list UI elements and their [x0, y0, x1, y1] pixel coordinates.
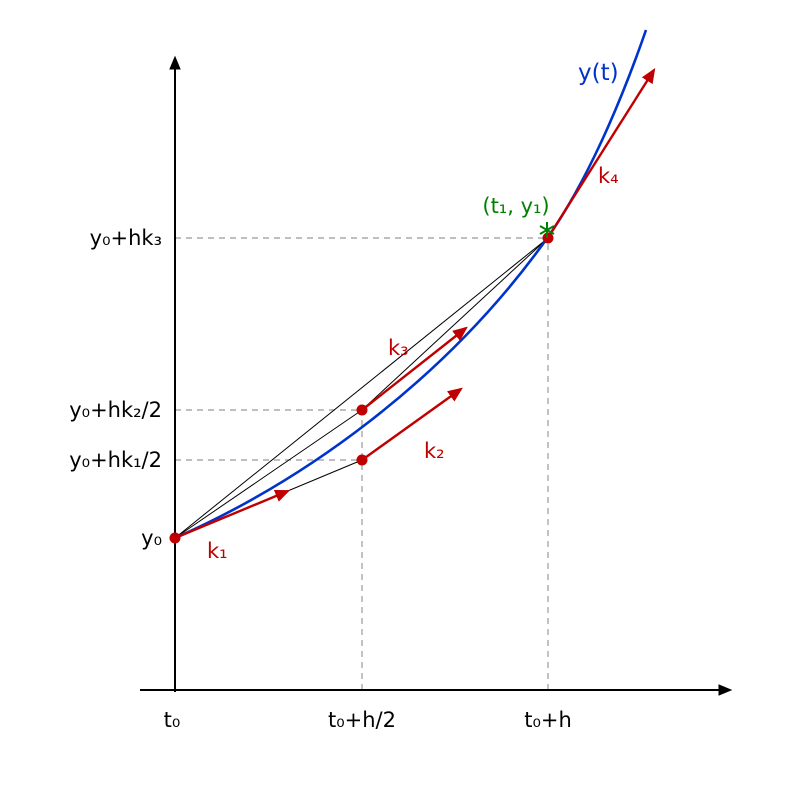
k3-label: k₃ — [388, 336, 409, 360]
estimate-point-label: (t₁, y₁) — [482, 194, 549, 218]
slope-arrow-k2 — [361, 387, 463, 461]
point-y0-hk1-half — [356, 454, 368, 466]
solution-curve — [174, 29, 648, 540]
estimate-star-icon — [539, 222, 555, 238]
slope-arrow-k3 — [361, 326, 468, 411]
x-axis-label-t0-h: t₀+h — [524, 708, 572, 732]
slope-arrow-k1 — [174, 489, 291, 540]
k1-label: k₁ — [207, 539, 228, 563]
point-y0 — [169, 532, 181, 544]
secant-line-k3-full — [174, 237, 549, 539]
y-axis-label-y0: y₀ — [141, 526, 162, 550]
secant-line-midpoint-to-end — [361, 237, 549, 411]
x-axis-label-t0: t₀ — [164, 708, 181, 732]
slope-arrow-k4 — [547, 68, 656, 237]
star-stroke-diagonal-2 — [539, 225, 555, 235]
k2-label: k₂ — [424, 439, 445, 463]
secant-line-k2 — [174, 409, 363, 539]
k4-label: k₄ — [598, 164, 619, 188]
y-axis-label-y0-hk3: y₀+hk₃ — [90, 226, 162, 250]
y-axis-label-y0-hk2-half: y₀+hk₂/2 — [69, 398, 162, 422]
point-y0-hk2-half — [356, 404, 368, 416]
curve-label: y(t) — [578, 60, 619, 86]
y-axis-label-y0-hk1-half: y₀+hk₁/2 — [69, 448, 162, 472]
x-axis-label-t0-half-h: t₀+h/2 — [328, 708, 396, 732]
